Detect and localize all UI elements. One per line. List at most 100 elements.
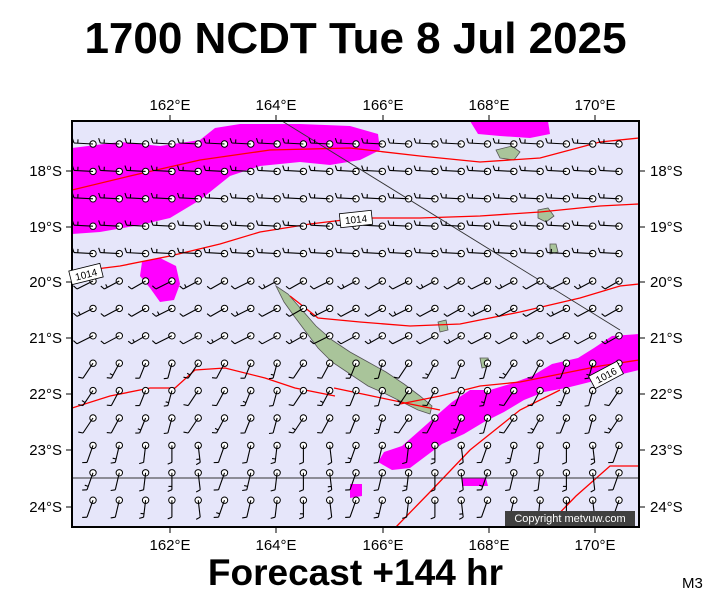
lat-label-left: 24°S	[29, 499, 62, 516]
wind-barb	[361, 165, 386, 176]
wind-barb	[179, 277, 202, 290]
wind-barb	[546, 304, 571, 317]
wind-barb	[135, 359, 150, 379]
wind-barb	[597, 138, 623, 148]
wind-barb	[110, 441, 124, 464]
wind-barb	[211, 386, 229, 407]
wind-barb	[492, 192, 518, 203]
lat-label-right: 22°S	[650, 386, 683, 403]
lat-label-left: 19°S	[29, 219, 62, 236]
wind-barb	[522, 277, 544, 290]
wind-barb	[100, 277, 124, 290]
wind-barb	[413, 220, 439, 230]
wind-barb	[545, 220, 571, 230]
wind-barb	[127, 332, 150, 345]
wind-barb	[476, 469, 492, 491]
wind-barb	[545, 165, 571, 176]
wind-barb	[288, 386, 308, 407]
wind-barb	[285, 332, 308, 345]
wind-barb	[282, 247, 308, 258]
wind-barb	[345, 496, 360, 518]
wind-barb	[387, 165, 413, 176]
wind-barb	[151, 304, 176, 317]
lat-ticks	[66, 170, 645, 508]
wind-barb	[334, 192, 360, 203]
wind-barb	[177, 138, 202, 148]
wind-barb	[345, 441, 360, 464]
wind-barb	[573, 277, 597, 290]
wind-barb	[150, 165, 176, 176]
lat-label-left: 22°S	[29, 386, 62, 403]
wind-barb	[203, 220, 229, 230]
wind-barb	[416, 277, 439, 290]
wind-barb	[317, 359, 334, 379]
wind-barb	[213, 441, 229, 464]
wind-barb	[430, 496, 439, 520]
wind-barb	[402, 441, 413, 465]
wind-barb	[98, 192, 124, 203]
wind-barb	[98, 165, 124, 176]
wind-barb	[150, 138, 176, 148]
wind-barb	[494, 277, 518, 290]
wind-barb	[124, 165, 150, 176]
wind-barb	[230, 277, 255, 290]
wind-barb	[98, 247, 124, 258]
wind-barb	[255, 165, 281, 176]
lon-label-top: 168°E	[468, 97, 509, 114]
wind-barb	[466, 192, 492, 203]
wind-barb	[498, 386, 518, 407]
forecast-label: Forecast +144 hr	[207, 552, 504, 593]
wind-barb	[255, 138, 281, 148]
wind-barb	[597, 220, 623, 230]
wind-barb	[545, 138, 571, 148]
wind-barb	[422, 414, 439, 434]
wind-barb	[467, 332, 492, 345]
wind-barb	[127, 277, 150, 290]
wind-barb	[361, 138, 386, 148]
wind-barb	[270, 496, 281, 519]
wind-barb	[163, 386, 176, 407]
lat-label-right: 20°S	[650, 274, 683, 291]
wind-barb	[597, 192, 623, 203]
wind-barb	[443, 277, 465, 290]
wind-barb	[413, 192, 439, 203]
wind-barb	[492, 165, 518, 176]
wind-barb	[268, 414, 281, 435]
wind-barb	[282, 165, 308, 176]
wind-barb	[545, 247, 571, 258]
wind-barb	[601, 332, 623, 345]
isobar-label: 1014	[338, 209, 374, 229]
wind-barb	[374, 414, 386, 435]
wind-barb	[255, 220, 281, 230]
wind-barb	[285, 304, 308, 317]
wind-barb	[443, 332, 465, 345]
wind-barb	[317, 386, 334, 407]
wind-barb	[163, 359, 176, 380]
wind-barb	[255, 247, 281, 258]
wind-barb	[440, 220, 465, 230]
wind-barb	[388, 332, 413, 345]
wind-barb	[518, 192, 544, 203]
wind-barb	[457, 496, 465, 520]
wind-barb	[309, 332, 334, 345]
wind-barb	[364, 304, 386, 317]
wind-barb	[345, 414, 360, 434]
wind-barb	[150, 220, 176, 230]
lat-label-right: 21°S	[650, 330, 683, 347]
wind-barb	[309, 277, 334, 290]
lat-label-left: 21°S	[29, 330, 62, 347]
wind-barb	[387, 247, 413, 258]
wind-barb	[100, 332, 124, 345]
wind-barb	[422, 386, 439, 407]
wind-barb	[268, 359, 281, 380]
wind-barb	[298, 496, 308, 520]
wind-barb	[167, 441, 176, 465]
wind-barb	[106, 359, 124, 379]
lon-label-bottom: 170°E	[574, 537, 615, 554]
wind-barb	[82, 469, 97, 491]
wind-barb	[527, 386, 544, 407]
wind-barb	[78, 386, 97, 407]
wind-barb	[150, 247, 176, 258]
wind-barb	[82, 441, 97, 464]
